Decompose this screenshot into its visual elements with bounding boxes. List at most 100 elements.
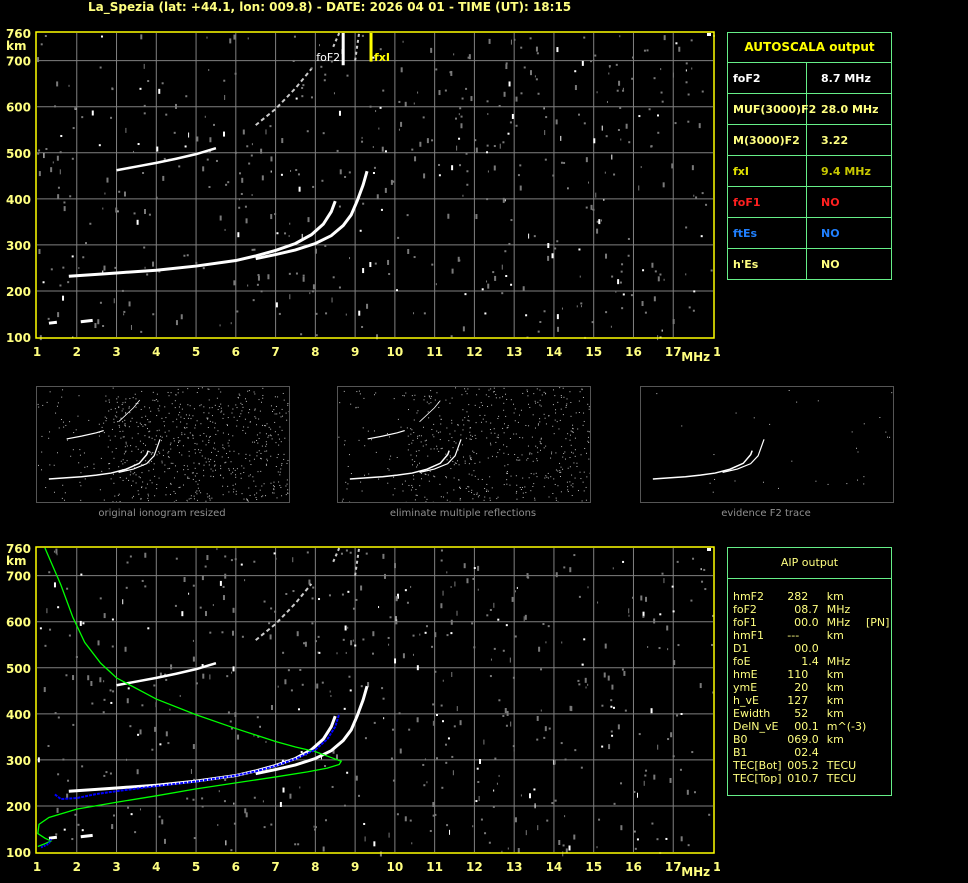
- noise-echo: [891, 392, 893, 394]
- noise-echo: [103, 698, 106, 701]
- noise-echo: [400, 121, 403, 127]
- noise-echo: [208, 399, 210, 401]
- noise-echo: [691, 751, 694, 754]
- noise-echo: [202, 267, 205, 270]
- noise-echo: [63, 201, 66, 204]
- noise-echo: [434, 670, 437, 673]
- noise-echo: [260, 148, 263, 154]
- noise-echo: [363, 822, 366, 825]
- noise-echo: [459, 497, 461, 499]
- noise-echo: [506, 483, 508, 485]
- noise-echo: [426, 138, 429, 144]
- noise-echo: [528, 793, 531, 799]
- noise-echo: [79, 620, 82, 626]
- noise-echo: [424, 440, 426, 442]
- noise-echo: [237, 396, 239, 398]
- noise-echo: [856, 447, 858, 449]
- noise-echo: [144, 585, 147, 588]
- aip-row-hve: h_vE 127 km: [733, 694, 886, 707]
- noise-echo: [102, 711, 105, 714]
- noise-echo: [454, 581, 456, 587]
- noise-echo: [222, 432, 224, 434]
- noise-echo: [178, 441, 180, 443]
- noise-echo: [454, 462, 456, 464]
- noise-echo: [206, 36, 208, 39]
- noise-echo: [335, 754, 338, 760]
- noise-echo: [81, 116, 84, 119]
- noise-echo: [198, 490, 200, 492]
- noise-echo: [449, 455, 451, 457]
- noise-echo: [583, 122, 586, 125]
- noise-echo: [619, 281, 622, 284]
- noise-echo: [91, 702, 94, 705]
- noise-echo: [559, 470, 561, 472]
- noise-echo: [411, 459, 413, 461]
- noise-echo: [121, 289, 124, 292]
- noise-echo: [687, 120, 690, 123]
- noise-echo: [259, 725, 261, 728]
- noise-echo: [388, 643, 390, 646]
- noise-echo: [701, 192, 704, 195]
- noise-echo: [564, 815, 566, 818]
- noise-echo: [278, 312, 281, 315]
- noise-echo: [539, 399, 541, 401]
- noise-echo: [701, 580, 704, 583]
- noise-echo: [301, 87, 304, 90]
- noise-echo: [583, 420, 585, 422]
- noise-echo: [487, 170, 489, 173]
- noise-echo: [392, 494, 394, 496]
- noise-echo: [505, 624, 508, 627]
- noise-echo: [297, 173, 300, 176]
- noise-echo: [479, 461, 481, 463]
- noise-echo: [532, 460, 534, 462]
- aip-output-panel: AIP output hmF2 282 km foF2 08.7 MHz foF1 00.…: [727, 547, 892, 796]
- noise-echo: [460, 115, 463, 118]
- noise-echo: [788, 389, 790, 391]
- noise-echo: [229, 720, 232, 723]
- aip-row-b1: B1 02.4: [733, 746, 886, 759]
- noise-echo: [176, 426, 178, 428]
- noise-echo: [277, 453, 279, 455]
- noise-echo: [330, 694, 332, 697]
- noise-echo: [695, 196, 698, 199]
- noise-echo: [579, 471, 581, 473]
- noise-echo: [425, 444, 427, 446]
- noise-echo: [537, 825, 539, 831]
- noise-echo: [434, 632, 437, 638]
- noise-echo: [184, 433, 186, 435]
- noise-echo: [147, 627, 150, 630]
- noise-echo: [395, 596, 398, 602]
- noise-echo: [245, 398, 247, 400]
- aip-row-tecbot: TEC[Bot] 005.2 TECU: [733, 759, 886, 772]
- noise-echo: [123, 436, 125, 438]
- noise-echo: [274, 213, 277, 216]
- noise-echo: [111, 451, 113, 453]
- noise-echo: [565, 405, 567, 407]
- noise-echo: [113, 418, 115, 420]
- noise-echo: [514, 590, 516, 593]
- noise-echo: [505, 62, 508, 65]
- noise-echo: [170, 462, 172, 464]
- noise-echo: [396, 813, 399, 816]
- noise-echo: [103, 265, 106, 271]
- noise-echo: [571, 431, 573, 433]
- noise-echo: [368, 473, 370, 475]
- noise-echo: [512, 745, 515, 748]
- noise-echo: [217, 409, 219, 411]
- noise-echo: [144, 209, 147, 215]
- x-tick-label: 18: [713, 860, 720, 874]
- noise-echo: [511, 596, 514, 602]
- noise-echo: [282, 787, 285, 793]
- autoscala-row-ftes: ftEs NO: [728, 218, 891, 249]
- noise-echo: [101, 470, 103, 472]
- noise-echo: [208, 69, 210, 72]
- noise-echo: [346, 771, 349, 774]
- noise-echo: [472, 577, 475, 580]
- noise-echo: [137, 403, 139, 405]
- noise-echo: [457, 460, 459, 462]
- noise-echo: [104, 192, 106, 195]
- noise-echo: [63, 206, 66, 212]
- y-axis-unit: km: [6, 554, 26, 568]
- noise-echo: [466, 170, 469, 173]
- noise-echo: [284, 679, 287, 685]
